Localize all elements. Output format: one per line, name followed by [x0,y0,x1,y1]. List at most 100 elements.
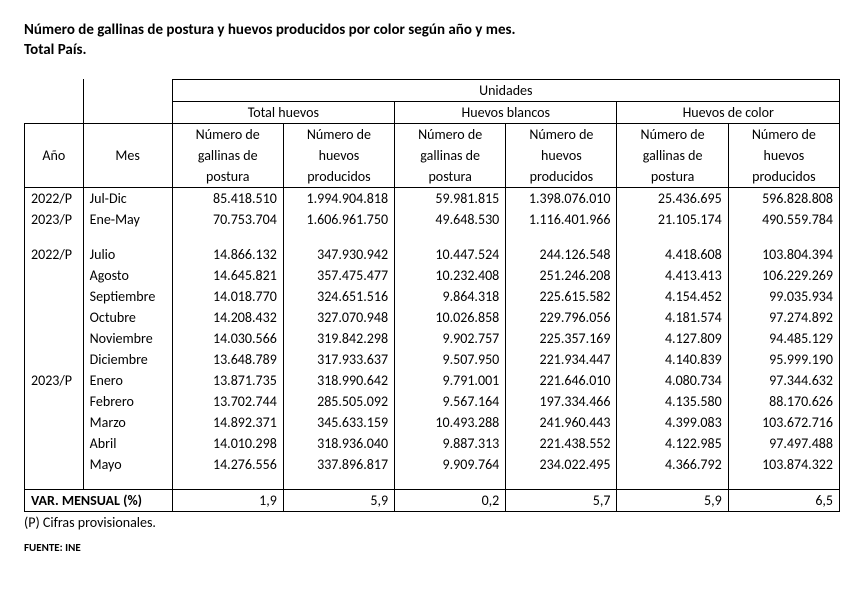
cell-cg: 4.135.580 [617,391,728,412]
cell-bh: 244.126.548 [506,244,617,265]
cell-bg: 9.902.757 [395,328,506,349]
cell-tg: 85.418.510 [172,187,283,209]
cell-bh: 1.398.076.010 [506,187,617,209]
cell-th: 317.933.637 [283,349,394,370]
cell-tg: 13.702.744 [172,391,283,412]
cell-mes: Febrero [83,391,172,412]
cell-ano [25,412,84,433]
cell-mes: Septiembre [83,286,172,307]
cell-ch: 99.035.934 [728,286,839,307]
hdr-ch-3: producidos [728,166,839,188]
source: FUENTE: INE [24,541,840,554]
cell-cg: 4.413.413 [617,265,728,286]
table-row: Noviembre14.030.566319.842.2989.902.7572… [25,328,840,349]
cell-tg: 14.010.298 [172,433,283,454]
cell-bg: 10.026.858 [395,307,506,328]
cell-bh: 1.116.401.966 [506,209,617,230]
cell-mes: Diciembre [83,349,172,370]
cell-bh: 225.357.169 [506,328,617,349]
cell-bh: 221.934.447 [506,349,617,370]
cell-bg: 59.981.815 [395,187,506,209]
cell-ano: 2022/P [25,187,84,209]
cell-tg: 14.208.432 [172,307,283,328]
cell-th: 337.896.817 [283,454,394,475]
title-line-1: Número de gallinas de postura y huevos p… [24,21,516,39]
cell-cg: 4.418.608 [617,244,728,265]
hdr-ch-1: Número de [728,123,839,145]
cell-mes: Julio [83,244,172,265]
cell-cg: 25.436.695 [617,187,728,209]
footnote: (P) Cifras provisionales. [24,514,840,531]
var-tg: 1,9 [172,489,283,511]
cell-mes: Jul-Dic [83,187,172,209]
hdr-bh-2: huevos [506,145,617,166]
hdr-cg-1: Número de [617,123,728,145]
title-line-2: Total País. [24,41,87,59]
cell-mes: Enero [83,370,172,391]
table-row: Marzo14.892.371345.633.15910.493.288241.… [25,412,840,433]
cell-tg: 14.866.132 [172,244,283,265]
cell-mes: Agosto [83,265,172,286]
spacer-row [25,230,840,244]
cell-bh: 241.960.443 [506,412,617,433]
hdr-tg-2: gallinas de [172,145,283,166]
cell-mes: Noviembre [83,328,172,349]
cell-ch: 97.344.632 [728,370,839,391]
cell-cg: 4.366.792 [617,454,728,475]
header-row-sub: Año Mes Número de Número de Número de Nú… [25,123,840,145]
hdr-bh-1: Número de [506,123,617,145]
cell-cg: 4.399.083 [617,412,728,433]
table-row: 2023/PEne-May70.753.7041.606.961.75049.6… [25,209,840,230]
cell-tg: 14.892.371 [172,412,283,433]
var-cg: 5,9 [617,489,728,511]
cell-ch: 596.828.808 [728,187,839,209]
cell-bh: 225.615.582 [506,286,617,307]
cell-ch: 88.170.626 [728,391,839,412]
cell-ch: 490.559.784 [728,209,839,230]
hdr-total: Total huevos [172,101,394,123]
table-row: 2022/PJulio14.866.132347.930.94210.447.5… [25,244,840,265]
cell-ano [25,286,84,307]
cell-bg: 9.567.164 [395,391,506,412]
table-row: Mayo14.276.556337.896.8179.909.764234.02… [25,454,840,475]
header-row-top: Unidades [25,79,840,101]
hdr-bh-3: producidos [506,166,617,188]
cell-cg: 4.080.734 [617,370,728,391]
cell-tg: 13.871.735 [172,370,283,391]
cell-ch: 94.485.129 [728,328,839,349]
cell-bg: 9.909.764 [395,454,506,475]
cell-bg: 9.507.950 [395,349,506,370]
cell-bg: 10.232.408 [395,265,506,286]
cell-ano: 2023/P [25,209,84,230]
table-row: Agosto14.645.821357.475.47710.232.408251… [25,265,840,286]
hdr-bg-1: Número de [395,123,506,145]
hdr-th-1: Número de [283,123,394,145]
cell-ch: 103.874.322 [728,454,839,475]
cell-mes: Abril [83,433,172,454]
cell-tg: 70.753.704 [172,209,283,230]
cell-bg: 10.493.288 [395,412,506,433]
cell-th: 327.070.948 [283,307,394,328]
cell-tg: 14.645.821 [172,265,283,286]
cell-bh: 221.646.010 [506,370,617,391]
cell-bh: 229.796.056 [506,307,617,328]
cell-ch: 103.804.394 [728,244,839,265]
table-row: Febrero13.702.744285.505.0929.567.164197… [25,391,840,412]
table-row: Octubre14.208.432327.070.94810.026.85822… [25,307,840,328]
cell-mes: Octubre [83,307,172,328]
hdr-bg-3: postura [395,166,506,188]
cell-bg: 9.791.001 [395,370,506,391]
hdr-bg-2: gallinas de [395,145,506,166]
cell-tg: 14.276.556 [172,454,283,475]
cell-ano [25,349,84,370]
cell-tg: 13.648.789 [172,349,283,370]
data-table: Unidades Total huevos Huevos blancos Hue… [24,79,840,512]
var-label: VAR. MENSUAL (%) [25,489,173,511]
cell-th: 285.505.092 [283,391,394,412]
cell-cg: 4.127.809 [617,328,728,349]
cell-mes: Marzo [83,412,172,433]
cell-mes: Mayo [83,454,172,475]
cell-ch: 97.497.488 [728,433,839,454]
hdr-ch-2: huevos [728,145,839,166]
hdr-unidades: Unidades [172,79,839,101]
